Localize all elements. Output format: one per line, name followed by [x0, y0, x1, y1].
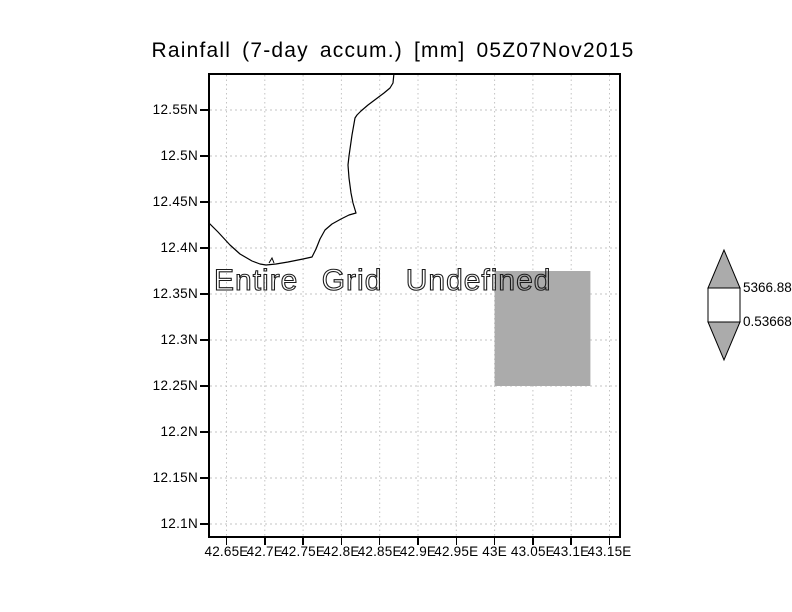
undefined-grid-message: Entire Grid Undefined — [213, 263, 552, 297]
plot-frame — [208, 73, 621, 538]
x-tick-mark — [417, 538, 419, 545]
x-tick-label: 42.95E — [434, 544, 479, 559]
y-tick-label: 12.1N — [160, 516, 198, 531]
colorbar-value-box — [707, 287, 741, 323]
y-tick-mark — [200, 477, 208, 479]
x-tick-label: 42.65E — [204, 544, 249, 559]
x-tick-mark — [225, 538, 228, 545]
x-tick-label: 42.9E — [399, 544, 437, 559]
y-tick-mark — [200, 109, 208, 111]
y-tick-mark — [200, 431, 208, 433]
coastline-spike — [268, 256, 275, 264]
plot-title: Rainfall (7-day accum.) [mm] 05Z07Nov201… — [151, 39, 635, 62]
y-tick-label: 12.35N — [152, 286, 198, 301]
x-tick-mark — [264, 538, 266, 545]
x-tick-label: 43.05E — [510, 544, 555, 559]
colorbar-upper-triangle — [707, 248, 741, 289]
y-tick-label: 12.25N — [152, 378, 198, 393]
y-tick-mark — [200, 155, 208, 157]
y-tick-mark — [200, 247, 208, 249]
y-tick-label: 12.55N — [152, 102, 198, 117]
y-tick-mark — [200, 293, 208, 295]
y-tick-mark — [200, 201, 208, 203]
y-tick-label: 12.3N — [160, 332, 198, 347]
map-plot-area: Entire Grid Undefined — [208, 73, 621, 538]
colorbar-max-label: 5366.88 — [743, 280, 792, 295]
x-tick-label: 42.75E — [281, 544, 326, 559]
x-tick-mark — [302, 538, 304, 545]
x-tick-label: 43.1E — [553, 544, 590, 559]
coastline-path — [208, 73, 395, 266]
x-tick-label: 42.85E — [357, 544, 402, 559]
x-tick-mark — [532, 538, 534, 545]
x-tick-mark — [455, 538, 458, 545]
x-tick-label: 42.8E — [323, 544, 360, 559]
y-tick-label: 12.45N — [152, 194, 198, 209]
y-tick-label: 12.2N — [160, 424, 198, 439]
x-tick-mark — [608, 538, 611, 545]
x-tick-mark — [493, 538, 496, 545]
colorbar-min-label: 0.536688 — [743, 314, 792, 329]
y-tick-label: 12.4N — [160, 240, 198, 255]
x-tick-label: 43.15E — [587, 544, 632, 559]
y-tick-mark — [200, 523, 208, 525]
colorbar — [707, 248, 741, 362]
colorbar-lower-triangle — [707, 321, 741, 362]
map-canvas — [208, 73, 621, 538]
y-tick-label: 12.5N — [160, 148, 198, 163]
x-tick-label: 43E — [482, 544, 507, 559]
y-tick-mark — [200, 339, 208, 341]
y-tick-label: 12.15N — [152, 470, 198, 485]
y-tick-mark — [200, 385, 208, 387]
x-tick-mark — [340, 538, 343, 545]
undefined-region-fill — [494, 271, 591, 386]
x-tick-label: 42.7E — [246, 544, 283, 559]
x-tick-mark — [570, 538, 572, 545]
x-tick-mark — [378, 538, 381, 545]
